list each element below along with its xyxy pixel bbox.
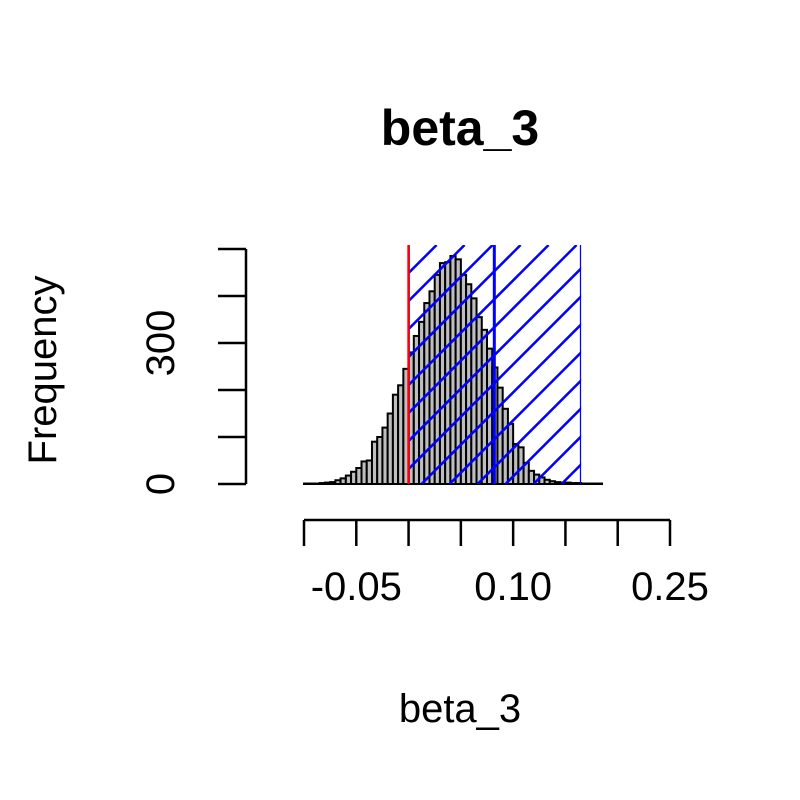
x-tick-label: 0.25 <box>631 565 709 609</box>
hatch-line <box>504 406 582 484</box>
hatch-line <box>408 245 494 331</box>
chart-title: beta_3 <box>381 100 539 156</box>
y-tick-label: 300 <box>139 310 183 377</box>
hatch-line <box>420 322 582 484</box>
hatch-line <box>408 245 550 387</box>
hatch-line <box>448 350 582 484</box>
y-axis: 0 300 <box>139 247 248 495</box>
hatch-line <box>408 266 582 443</box>
x-axis: -0.05 0.10 0.25 <box>302 518 709 609</box>
hatch-line <box>532 434 582 484</box>
y-axis-label: Frequency <box>21 276 65 465</box>
x-tick-label: -0.05 <box>311 565 402 609</box>
hatch-line <box>408 245 522 359</box>
hatch-line <box>476 378 582 484</box>
hatch-line <box>408 245 578 415</box>
y-tick-label: 0 <box>139 473 183 495</box>
x-axis-label: beta_3 <box>399 687 521 731</box>
credible-interval-hatch <box>408 245 800 484</box>
hatch-line <box>408 245 466 303</box>
reference-lines <box>407 245 496 484</box>
x-tick-label: 0.10 <box>474 565 552 609</box>
hatch-line <box>560 462 582 484</box>
hatch-line <box>408 294 582 471</box>
hatch-line <box>590 245 800 484</box>
